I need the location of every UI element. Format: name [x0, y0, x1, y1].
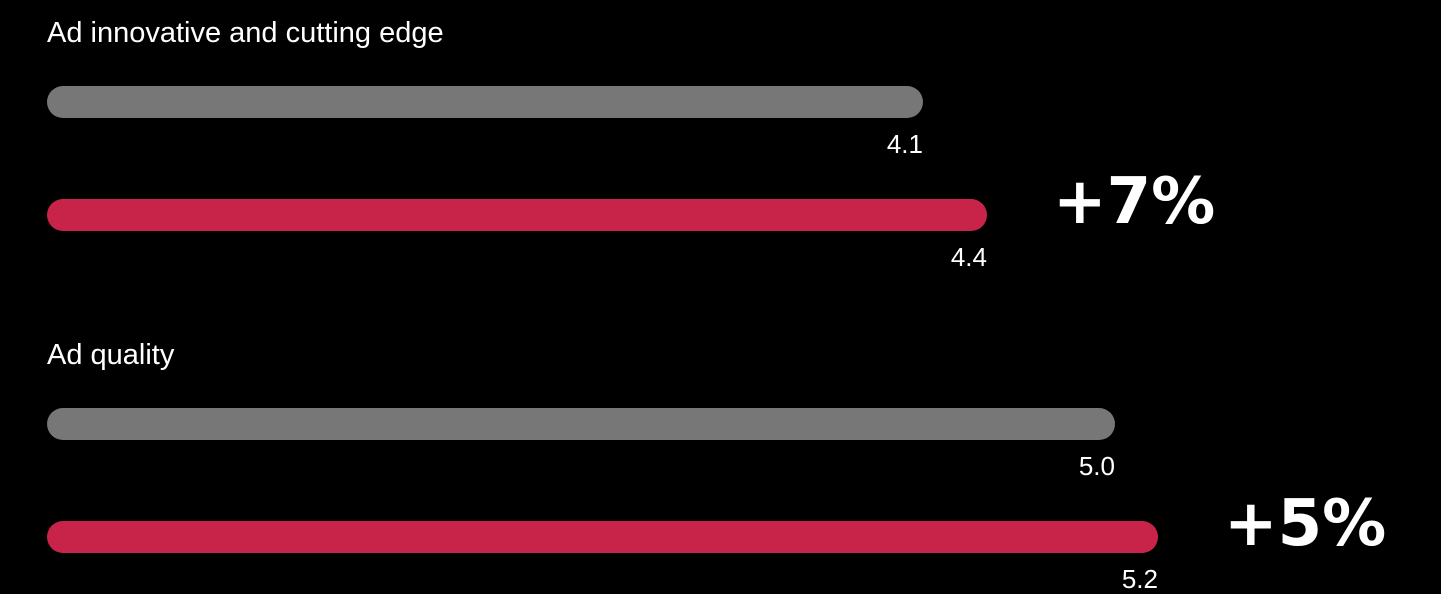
category-label: Ad quality [47, 339, 175, 371]
bar-value-label: 4.4 [950, 242, 987, 272]
percent-change-label: +7% [1053, 165, 1216, 239]
bar-value-label: 5.0 [1078, 451, 1115, 481]
bar-ad-innovative-and-cutting-edge-series-1 [47, 86, 923, 118]
bar-value-label: 4.1 [886, 129, 923, 159]
percent-change-label: +5% [1224, 487, 1387, 561]
category-label: Ad innovative and cutting edge [47, 17, 444, 49]
bar-ad-innovative-and-cutting-edge-series-2 [47, 199, 987, 231]
bar-value-label: 5.2 [1121, 564, 1158, 594]
bar-ad-quality-series-2 [47, 521, 1158, 553]
bar-ad-quality-series-1 [47, 408, 1115, 440]
